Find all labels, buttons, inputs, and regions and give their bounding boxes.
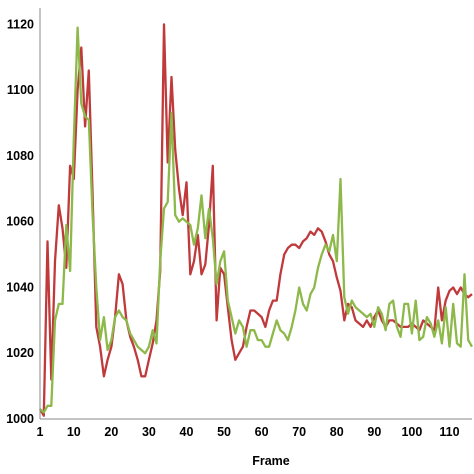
y-tick-label: 1060 (6, 215, 34, 229)
x-tick-label: 1 (37, 425, 44, 439)
y-tick-label: 1000 (6, 412, 34, 426)
x-tick-label: 10 (67, 425, 81, 439)
y-tick-label: 1100 (7, 83, 34, 97)
x-axis-title: Frame (252, 454, 290, 468)
y-tick-label: 1080 (6, 149, 34, 163)
axes-layer (39, 8, 472, 420)
x-tick-label: 100 (401, 425, 422, 439)
x-tick-label: 40 (180, 425, 194, 439)
x-tick-label: 60 (255, 425, 269, 439)
x-tick-label: 70 (292, 425, 306, 439)
y-tick-label: 1020 (6, 346, 34, 360)
series-line-2 (39, 26, 473, 414)
x-tick-label: 30 (142, 425, 156, 439)
x-tick-label: 50 (217, 425, 231, 439)
series-layer (39, 23, 473, 417)
x-tick-label: 80 (330, 425, 344, 439)
x-tick-label: 90 (367, 425, 381, 439)
x-tick-label: 110 (439, 425, 459, 439)
y-tick-labels: 1000 1020 1040 1060 1080 1100 1120 (6, 17, 34, 426)
x-tick-label: 20 (104, 425, 118, 439)
y-tick-label: 1120 (7, 17, 34, 31)
x-tick-labels: 1 10 20 30 40 50 60 70 80 90 100 110 (37, 425, 460, 439)
series-line-1 (39, 23, 473, 417)
y-tick-label: 1040 (6, 280, 34, 294)
